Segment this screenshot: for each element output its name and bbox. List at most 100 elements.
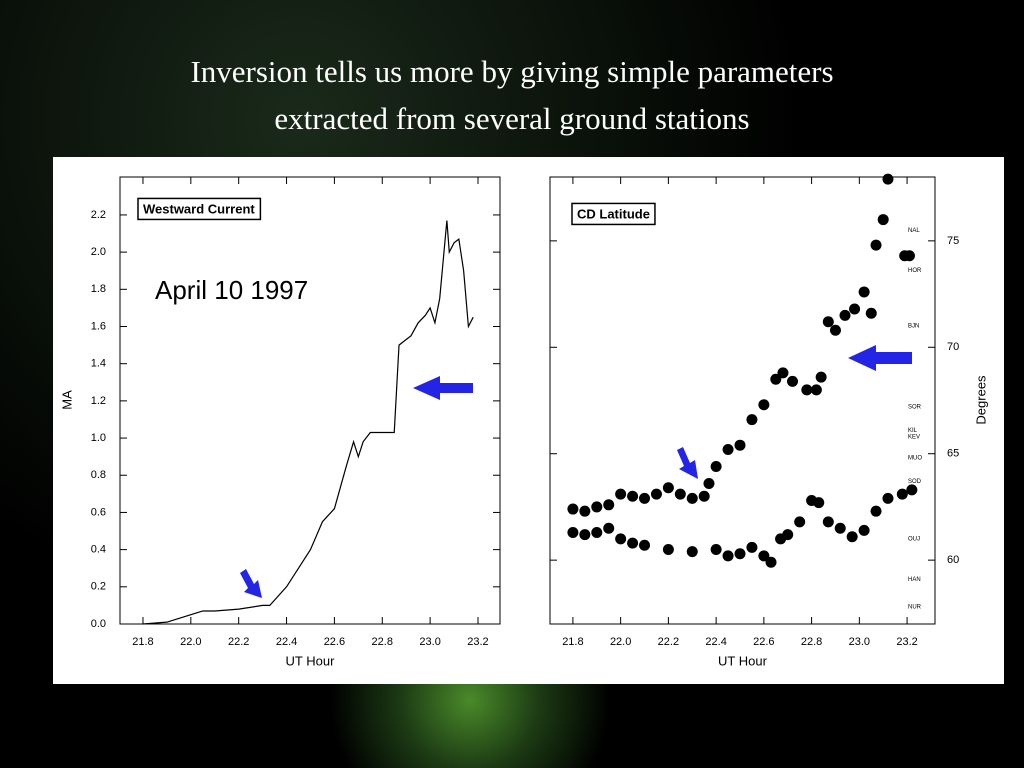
data-point [567,503,579,515]
data-point [777,367,789,379]
data-point [662,544,674,555]
annotation: April 10 1997 [155,275,308,305]
data-point [877,214,889,226]
x-tick-label: 22.2 [658,636,679,648]
plot-title-box [137,197,262,221]
data-point [846,531,858,543]
station-label: HOR [908,268,922,274]
data-point [579,529,591,541]
station-label: NUR [908,605,922,611]
x-axis-label: UT Hour [718,653,768,668]
y-tick-label: 1.8 [91,283,106,295]
data-point [870,505,882,517]
station-label: NAL [908,228,920,234]
x-tick-label: 23.2 [467,636,488,648]
x-tick-label: 22.6 [324,636,345,648]
data-point [746,541,758,553]
y-tick-label: 70 [947,341,959,353]
data-point [870,239,882,251]
station-label: KEV [908,434,920,440]
data-line [142,220,474,625]
x-tick-label: 22.4 [276,636,297,648]
station-label: SOD [908,479,922,485]
slide-title: Inversion tells us more by giving simple… [190,54,833,89]
data-point [858,286,870,298]
data-point [579,505,591,517]
data-point [882,492,894,504]
data-point [787,375,799,387]
x-tick-label: 21.8 [562,636,583,648]
data-point [698,490,710,502]
data-point [686,492,698,504]
data-point [813,497,825,509]
y-tick-label: 0.2 [91,581,106,593]
y-tick-label: 2.2 [91,209,106,221]
data-point [722,550,734,562]
plot-title: CD Latitude [577,206,650,221]
y-tick-label: 0.6 [91,506,106,518]
data-point [615,533,627,545]
x-axis-label: UT Hour [286,653,336,668]
plots: 21.8 22.0 22.2 22.4 22.6 22.8 23.0 23.2 0.0 0.2 0.… [59,173,988,668]
x-tick-label: 22.0 [610,636,631,648]
y-tick-label: 65 [947,448,959,460]
x-tick-label: 22.8 [372,636,393,648]
station-label: SOR [908,404,922,410]
x-tick-label: 21.8 [132,636,153,648]
data-point [758,550,770,562]
y-axis-label: Degrees [973,375,988,425]
data-point [822,316,834,328]
y-tick-label: 0.0 [91,618,106,630]
station-label: BJN [908,324,919,330]
y-tick-label: 1.6 [91,320,106,332]
data-point [746,414,758,426]
arrow [677,447,698,479]
y-tick-label: 1.4 [91,358,106,370]
data-point [603,522,615,534]
data-point [591,501,603,513]
x-tick-label: 22.6 [753,636,774,648]
data-point [734,548,746,560]
data-point [903,250,915,262]
figure-panel [53,157,1004,684]
x-tick-label: 23.0 [419,636,440,648]
data-point [822,516,834,528]
data-point [615,488,627,500]
x-tick-label: 23.2 [896,636,917,648]
data-point [815,371,827,383]
y-tick-label: 1.0 [91,432,106,444]
y-tick-label: 0.4 [91,544,106,556]
y-axis-label: MA [59,390,74,410]
station-label: MUO [908,456,922,462]
data-point [686,546,698,558]
data-point [650,488,662,500]
data-point [662,482,674,494]
data-point [896,488,908,500]
data-point [794,516,806,528]
data-point [882,173,894,185]
arrow [413,376,473,400]
data-point [858,524,870,536]
data-point [722,443,734,455]
data-point [591,526,603,538]
data-point [782,529,794,541]
data-point [758,399,770,411]
plot-title-box [571,202,656,226]
data-point [639,539,651,551]
y-tick-label: 0.8 [91,469,106,481]
station-label: KIL [908,428,918,434]
x-tick-label: 22.8 [801,636,822,648]
slide-title: extracted from several ground stations [274,101,749,136]
station-label: HAN [908,577,921,583]
data-point [810,384,822,396]
data-point [829,324,841,336]
data-point [710,544,722,555]
y-tick-label: 75 [947,235,959,247]
data-point [801,384,813,396]
data-point [567,526,579,538]
data-point [734,439,746,451]
x-tick-label: 23.0 [849,636,870,648]
y-tick-label: 60 [947,554,959,566]
y-tick-label: 2.0 [91,246,106,258]
